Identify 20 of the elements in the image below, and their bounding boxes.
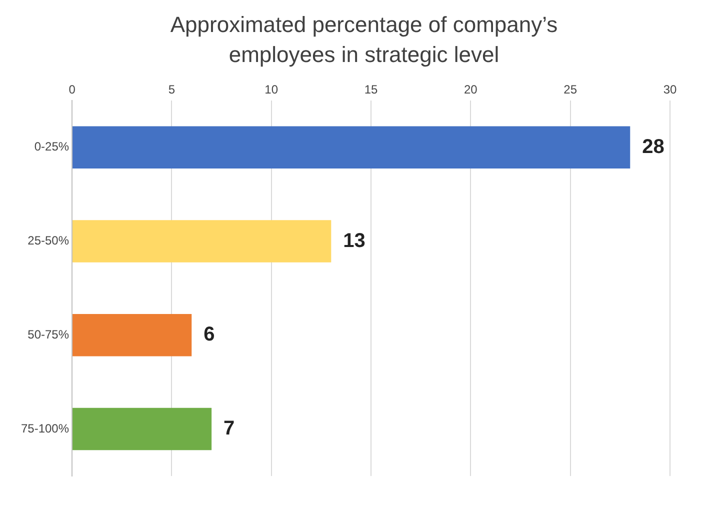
data-label: 28 [642,136,664,158]
x-tick-label: 30 [663,82,677,97]
x-tick-label: 5 [168,82,176,97]
chart-title: Approximated percentage of company’s employees in strategic level [169,11,559,69]
x-tick-label: 0 [68,82,76,97]
y-tick-label: 25-50% [28,234,70,248]
y-tick-label: 75-100% [20,421,70,436]
bar [72,126,630,168]
data-label: 6 [204,324,215,346]
bar [72,408,212,450]
bar [72,314,192,356]
data-label: 7 [224,418,235,440]
x-tick-label: 25 [564,82,578,97]
x-tick-label: 10 [264,82,278,97]
x-tick-label: 20 [464,82,478,97]
bar [72,220,332,262]
y-tick-label: 0-25% [34,140,70,154]
x-tick-label: 15 [364,82,378,97]
y-tick-label: 50-75% [28,327,70,342]
data-label: 13 [343,230,366,252]
